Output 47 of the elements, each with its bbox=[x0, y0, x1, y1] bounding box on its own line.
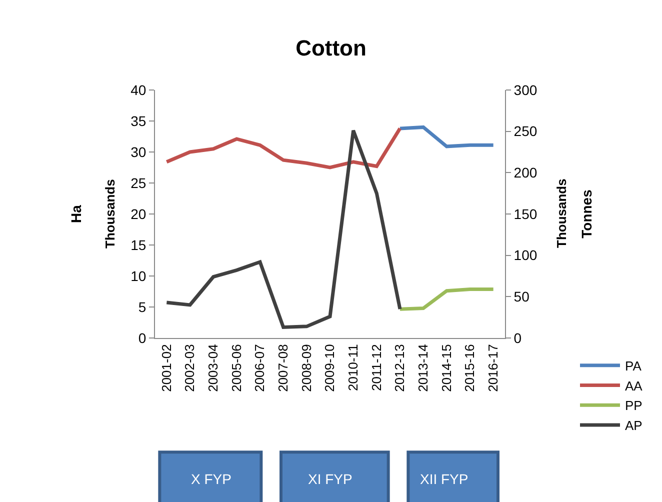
y-tick-label: 20 bbox=[130, 206, 146, 222]
legend-label: AA bbox=[625, 378, 643, 394]
text: XI FYP bbox=[308, 471, 352, 487]
x-tick-label: 2016-17 bbox=[486, 344, 501, 392]
y-axis-title: Ha bbox=[68, 204, 84, 223]
text: Thousands bbox=[102, 179, 118, 248]
y2-tick-label: 100 bbox=[514, 247, 538, 264]
y2-tick-label: 50 bbox=[514, 288, 530, 305]
y-tick-label: 30 bbox=[130, 144, 146, 160]
x-tick-label: 2006-07 bbox=[252, 344, 268, 392]
y-tick-label: 40 bbox=[130, 82, 146, 98]
y-tick-label: 35 bbox=[130, 112, 146, 129]
x-tick-label: 2005-06 bbox=[228, 344, 244, 392]
line-series bbox=[398, 125, 496, 148]
line-series bbox=[398, 287, 496, 311]
x-tick-label: 2012-13 bbox=[392, 344, 408, 392]
y-tick-label: 15 bbox=[130, 236, 146, 253]
legend-label: AP bbox=[625, 418, 642, 434]
line-series bbox=[164, 128, 402, 329]
y2-tick-label: 250 bbox=[514, 123, 538, 140]
y2-tick-label: 0 bbox=[514, 330, 522, 346]
x-tick-label: 2013-14 bbox=[416, 344, 431, 392]
text: XII FYP bbox=[420, 471, 468, 487]
legend-label: PP bbox=[625, 398, 642, 414]
x-tick-label: 2008-09 bbox=[298, 344, 314, 392]
chart-title: Cotton bbox=[296, 36, 366, 61]
y2-tick-label: 300 bbox=[514, 82, 538, 98]
x-tick-label: 2001-02 bbox=[158, 344, 174, 392]
x-tick-label: 2015-16 bbox=[462, 344, 478, 392]
y-tick-label: 25 bbox=[130, 174, 146, 191]
y2-tick-label: 200 bbox=[514, 164, 538, 181]
y-tick-label: 5 bbox=[138, 298, 146, 315]
x-tick-label: 2010-11 bbox=[346, 344, 361, 391]
x-tick-label: 2003-04 bbox=[206, 344, 221, 392]
x-tick-label: 2002-03 bbox=[182, 344, 198, 392]
y2-tick-label: 150 bbox=[514, 206, 538, 222]
legend-label: PA bbox=[625, 358, 642, 374]
y-tick-label: 0 bbox=[138, 330, 146, 346]
y2-axis-title: Tonnes bbox=[578, 189, 595, 238]
y-tick-label: 10 bbox=[130, 268, 146, 284]
x-tick-label: 2007-08 bbox=[276, 344, 291, 392]
text: Thousands bbox=[554, 178, 569, 248]
line-series bbox=[164, 126, 402, 170]
x-tick-label: 2011-12 bbox=[368, 344, 384, 391]
x-tick-label: 2014-15 bbox=[438, 344, 454, 392]
text: X FYP bbox=[191, 471, 232, 487]
x-tick-label: 2009-10 bbox=[322, 344, 338, 392]
